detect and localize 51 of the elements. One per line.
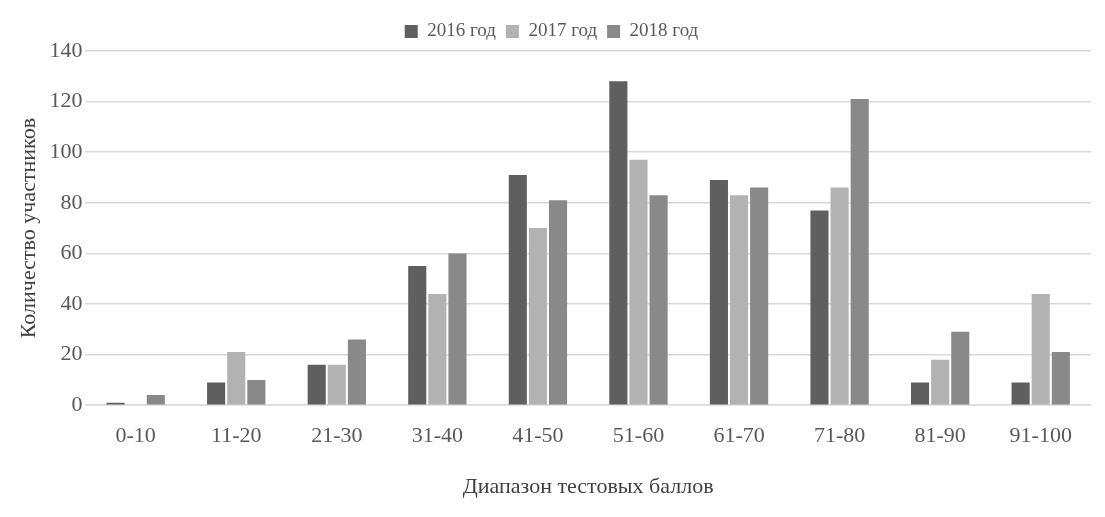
bar: [1031, 293, 1050, 405]
bar: [729, 195, 749, 405]
bar: [750, 187, 769, 405]
bar: [649, 195, 668, 405]
bar: [1011, 382, 1030, 405]
legend-label: 2017 год: [528, 19, 598, 41]
x-tick-label: 81-90: [914, 422, 966, 448]
y-tick-label: 120: [49, 87, 83, 113]
bar: [448, 253, 467, 405]
y-tick-label: 40: [60, 289, 83, 315]
y-tick-label: 80: [60, 188, 83, 214]
y-tick-label: 20: [60, 340, 83, 366]
x-tick-label: 31-40: [411, 422, 464, 448]
bar: [207, 382, 226, 405]
bar: [508, 174, 527, 405]
bar: [911, 382, 930, 405]
y-tick-label: 60: [60, 239, 83, 265]
bar: [609, 81, 628, 405]
bar: [1051, 352, 1070, 405]
y-tick-label: 100: [49, 137, 83, 163]
bar: [709, 180, 728, 405]
bar: [528, 228, 547, 405]
y-tick-label: 140: [49, 36, 83, 62]
bar: [227, 352, 246, 405]
bar: [347, 339, 366, 405]
x-tick-label: 61-70: [713, 422, 765, 448]
bar: [810, 210, 829, 405]
bar: [629, 159, 648, 405]
bar: [951, 331, 970, 405]
x-tick-label: 0-10: [115, 422, 156, 448]
y-axis-title: Количество участников: [14, 117, 40, 339]
bar: [146, 395, 165, 405]
bar: [428, 293, 447, 405]
x-tick-label: 71-80: [813, 422, 866, 448]
x-tick-label: 11-20: [210, 422, 262, 448]
y-tick-label: 0: [71, 390, 83, 416]
x-axis-title: Диапазон тестовых баллов: [462, 472, 714, 498]
x-tick-label: 41-50: [512, 422, 564, 448]
legend-label: 2016 год: [427, 19, 497, 41]
bar: [327, 364, 346, 405]
bar: [830, 187, 849, 405]
x-tick-label: 21-30: [311, 422, 363, 448]
x-tick-label: 91-100: [1009, 422, 1072, 448]
bar: [247, 379, 266, 405]
bar: [931, 359, 950, 405]
bar: [548, 200, 568, 405]
bar: [850, 99, 869, 405]
legend-label: 2018 год: [629, 19, 699, 41]
bar: [307, 364, 326, 405]
x-tick-label: 51-60: [612, 422, 665, 448]
bar: [408, 266, 427, 405]
